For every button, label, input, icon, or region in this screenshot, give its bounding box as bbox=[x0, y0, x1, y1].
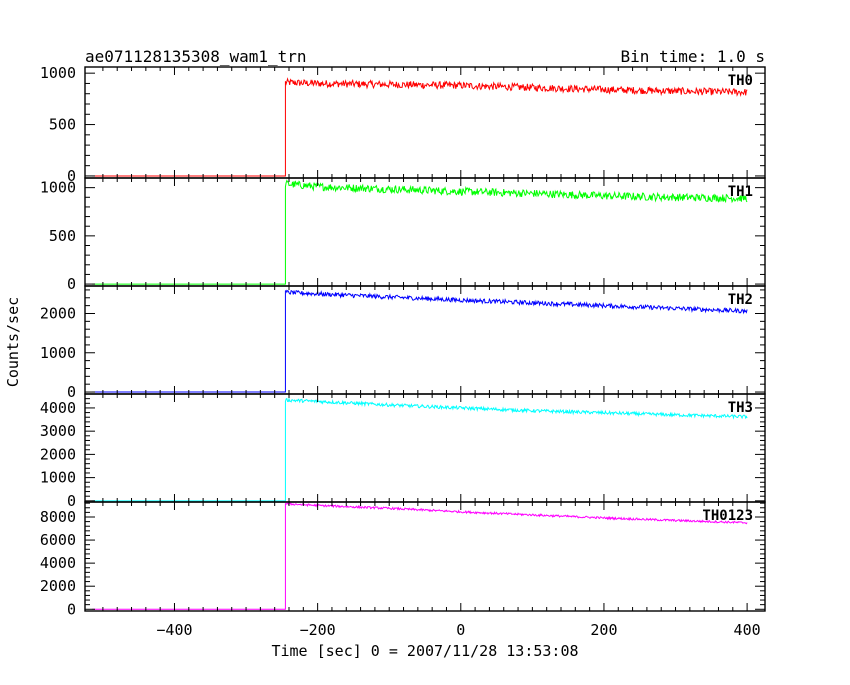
y-tick-label: 0 bbox=[67, 383, 76, 401]
band-label-th0: TH0 bbox=[728, 73, 753, 89]
panel-th2: 0 1000 2000 TH2 bbox=[40, 285, 766, 401]
y-tick-label: 3000 bbox=[40, 422, 76, 440]
y-tick-label: 1000 bbox=[40, 179, 76, 197]
y-tick-label: 0 bbox=[67, 167, 76, 185]
y-axis-label: Counts/sec bbox=[4, 297, 22, 387]
band-label-th0123: TH0123 bbox=[702, 508, 753, 524]
series-line-th3 bbox=[92, 397, 748, 502]
y-tick-label: 6000 bbox=[40, 531, 76, 549]
y-tick-label: 500 bbox=[49, 116, 76, 134]
y-tick-label: 1000 bbox=[40, 64, 76, 82]
panel-frame bbox=[84, 501, 766, 612]
panel-th0123: 0 2000 4000 6000 8000 TH0123 bbox=[40, 501, 766, 618]
x-tick-label: −400 bbox=[156, 621, 192, 639]
x-tick-label: 400 bbox=[734, 621, 761, 639]
panel-frame bbox=[84, 285, 766, 395]
y-tick-label: 4000 bbox=[40, 554, 76, 572]
y-tick-label: 4000 bbox=[40, 399, 76, 417]
y-tick-label: 8000 bbox=[40, 508, 76, 526]
series-line-th0123 bbox=[92, 502, 748, 610]
band-label-th2: TH2 bbox=[728, 292, 753, 308]
x-axis-label: Time [sec] 0 = 2007/11/28 13:53:08 bbox=[271, 642, 578, 660]
y-tick-label: 1000 bbox=[40, 469, 76, 487]
band-label-th1: TH1 bbox=[728, 184, 753, 200]
y-tick-label: 0 bbox=[67, 600, 76, 618]
y-tick-label: 2000 bbox=[40, 304, 76, 322]
x-tick-label: 200 bbox=[590, 621, 617, 639]
x-tick-label: 0 bbox=[456, 621, 465, 639]
y-tick-label: 2000 bbox=[40, 577, 76, 595]
y-tick-label: 2000 bbox=[40, 445, 76, 463]
panel-th0: 0 500 1000 TH0 bbox=[40, 64, 766, 185]
y-tick-label: 0 bbox=[67, 492, 76, 510]
series-line-th2 bbox=[92, 289, 748, 393]
plot-title: ae071128135308_wam1_trn bbox=[85, 47, 307, 66]
panel-frame bbox=[84, 177, 766, 287]
panel-frame bbox=[84, 66, 766, 179]
band-label-th3: TH3 bbox=[728, 400, 753, 416]
series-line-th0 bbox=[92, 77, 748, 177]
panel-th1: 0 500 1000 TH1 bbox=[40, 177, 766, 293]
y-tick-label: 0 bbox=[67, 275, 76, 293]
y-tick-label: 1000 bbox=[40, 344, 76, 362]
panel-frame bbox=[84, 393, 766, 503]
y-tick-label: 500 bbox=[49, 227, 76, 245]
x-tick-label: −200 bbox=[300, 621, 336, 639]
bin-time-label: Bin time: 1.0 s bbox=[621, 47, 766, 66]
panel-th3: 0 1000 2000 3000 4000 TH3 bbox=[40, 393, 766, 510]
series-line-th1 bbox=[92, 179, 748, 285]
